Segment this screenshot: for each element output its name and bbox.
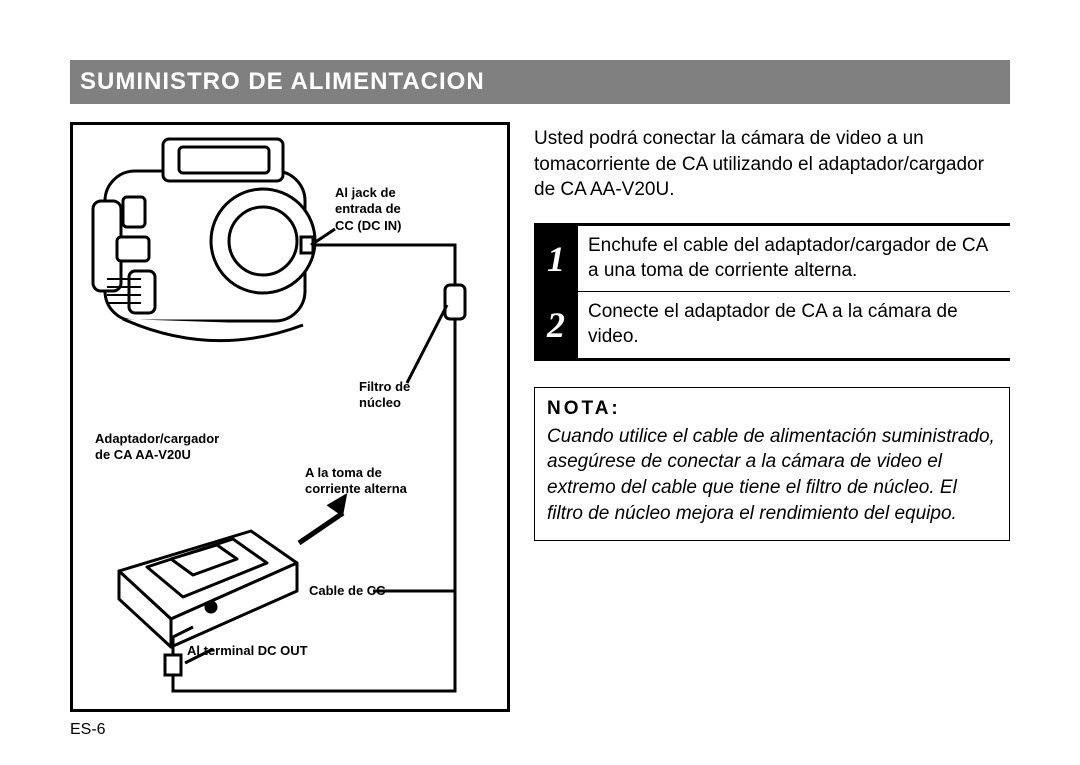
steps-list: 1 Enchufe el cable del adaptador/cargado… [534, 223, 1010, 361]
step-text: Conecte el adaptador de CA a la cámara d… [578, 292, 1010, 357]
cable-path [73, 125, 513, 715]
manual-page: SUMINISTRO DE ALIMENTACION [0, 0, 1080, 742]
diagram-column: Al jack de entrada de CC (DC IN) Filtro … [70, 122, 510, 712]
section-title: SUMINISTRO DE ALIMENTACION [80, 68, 1000, 96]
step-2: 2 Conecte el adaptador de CA a la cámara… [534, 291, 1010, 357]
step-number: 2 [534, 292, 578, 357]
step-text: Enchufe el cable del adaptador/cargador … [578, 226, 1010, 291]
note-box: NOTA: Cuando utilice el cable de aliment… [534, 387, 1010, 542]
label-filtro: Filtro de núcleo [359, 379, 410, 412]
text-column: Usted podrá conectar la cámara de video … [534, 122, 1010, 541]
step-1: 1 Enchufe el cable del adaptador/cargado… [534, 226, 1010, 291]
label-jack: Al jack de entrada de CC (DC IN) [335, 185, 401, 234]
label-terminal: Al terminal DC OUT [187, 643, 308, 659]
page-number: ES-6 [70, 721, 106, 739]
label-cable: Cable de CC [309, 583, 386, 599]
intro-paragraph: Usted podrá conectar la cámara de video … [534, 126, 1010, 203]
content-row: Al jack de entrada de CC (DC IN) Filtro … [70, 122, 1010, 712]
step-number: 1 [534, 226, 578, 291]
note-body: Cuando utilice el cable de alimentación … [547, 424, 997, 527]
label-toma: A la toma de corriente alterna [305, 465, 407, 498]
note-title: NOTA: [547, 398, 997, 420]
section-header: SUMINISTRO DE ALIMENTACION [70, 60, 1010, 104]
label-adaptador: Adaptador/cargador de CA AA-V20U [95, 431, 219, 464]
connection-diagram: Al jack de entrada de CC (DC IN) Filtro … [70, 122, 510, 712]
